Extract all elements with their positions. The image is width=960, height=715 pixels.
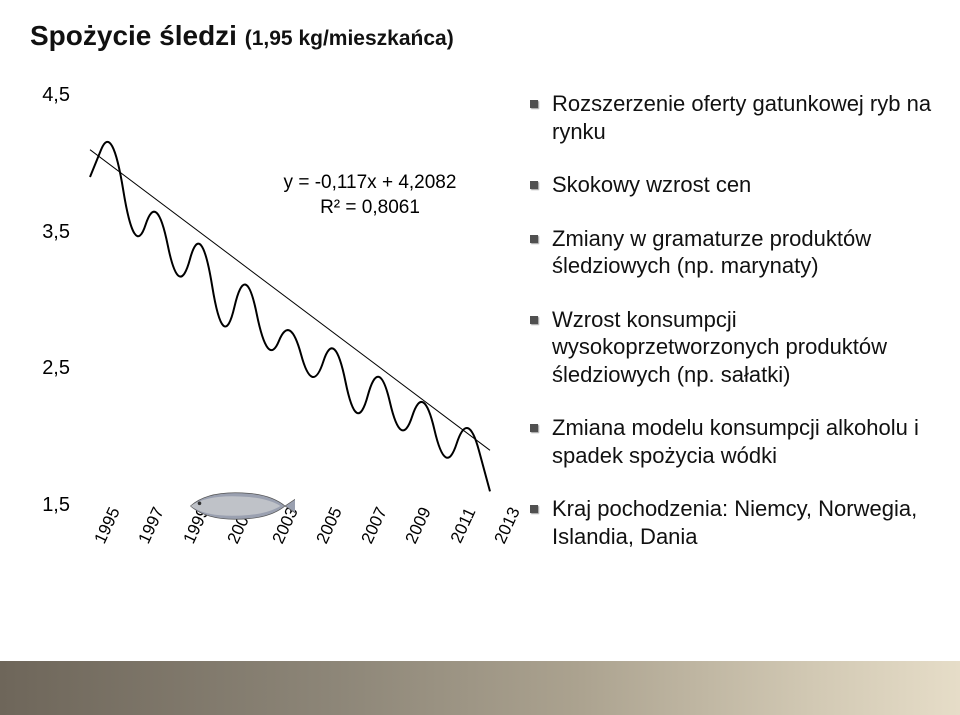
- bullet-item: Zmiana modelu konsumpcji alkoholu i spad…: [530, 414, 950, 469]
- herring-icon: [185, 488, 295, 524]
- y-tick-label: 4,5: [30, 84, 70, 107]
- bullet-item: Wzrost konsumpcji wysokoprzetworzonych p…: [530, 306, 950, 389]
- bullet-item: Rozszerzenie oferty gatunkowej ryb na ry…: [530, 90, 950, 145]
- footer-gradient-bar: [0, 661, 960, 715]
- bullet-item: Kraj pochodzenia: Niemcy, Norwegia, Isla…: [530, 495, 950, 550]
- y-tick-label: 1,5: [30, 494, 70, 517]
- chart-container: y = -0,117x + 4,2082 R² = 0,8061 4,53,52…: [20, 80, 520, 600]
- title-sub: (1,95 kg/mieszkańca): [245, 27, 454, 50]
- chart-svg: [80, 90, 500, 510]
- trend-line: [90, 150, 490, 451]
- slide: Spożycie śledzi (1,95 kg/mieszkańca) y =…: [0, 0, 960, 715]
- y-tick-label: 2,5: [30, 357, 70, 380]
- bullet-item: Skokowy wzrost cen: [530, 171, 950, 199]
- bullet-item: Zmiany w gramaturze produktów śledziowyc…: [530, 225, 950, 280]
- page-title: Spożycie śledzi (1,95 kg/mieszkańca): [30, 20, 454, 52]
- bullet-list: Rozszerzenie oferty gatunkowej ryb na ry…: [530, 90, 950, 576]
- title-main: Spożycie śledzi: [30, 20, 237, 51]
- y-tick-label: 3,5: [30, 221, 70, 244]
